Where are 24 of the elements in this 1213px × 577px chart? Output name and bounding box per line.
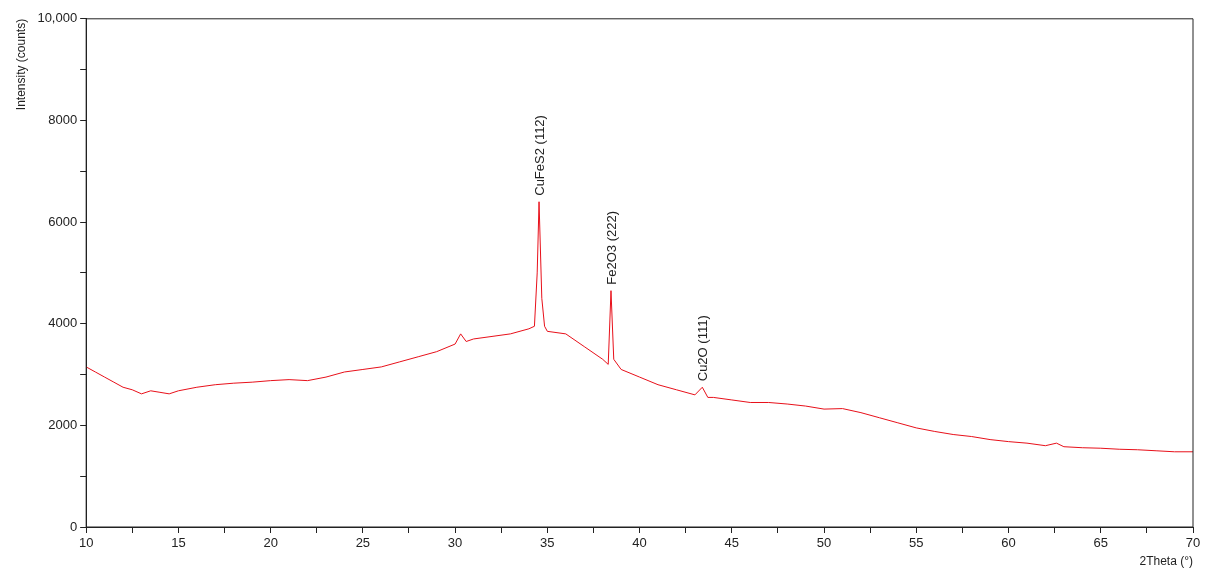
x-tick-label: 65 [1093,535,1108,551]
x-tick-label: 70 [1185,535,1201,551]
x-tick-label: 10 [78,535,94,551]
y-tick-label: 6000 [48,213,78,229]
x-tick-label: 35 [540,535,555,551]
x-tick-label: 45 [724,535,740,551]
x-tick-label: 20 [263,535,278,551]
y-tick-label: 2000 [48,416,78,432]
annotation: CuFeS2 (112) [532,115,548,196]
annotation: Fe2O3 (222) [603,210,619,285]
x-tick-label: 15 [171,535,186,551]
x-axis-title: 2Theta (°) [1139,554,1193,569]
x-tick-label: 25 [355,535,371,551]
x-tick-label: 30 [447,535,463,551]
y-axis-title: Intensity (counts) [13,18,28,111]
x-tick-label: 50 [816,535,832,551]
annotation: Cu2O (111) [695,315,711,382]
y-tick-label: 0 [69,518,78,534]
y-tick-label: 10,000 [37,10,78,26]
x-tick-label: 40 [632,535,647,551]
x-tick-label: 60 [1001,535,1016,551]
y-tick-label: 8000 [48,112,78,128]
y-tick-label: 4000 [48,315,78,331]
x-tick-label: 55 [909,535,924,551]
